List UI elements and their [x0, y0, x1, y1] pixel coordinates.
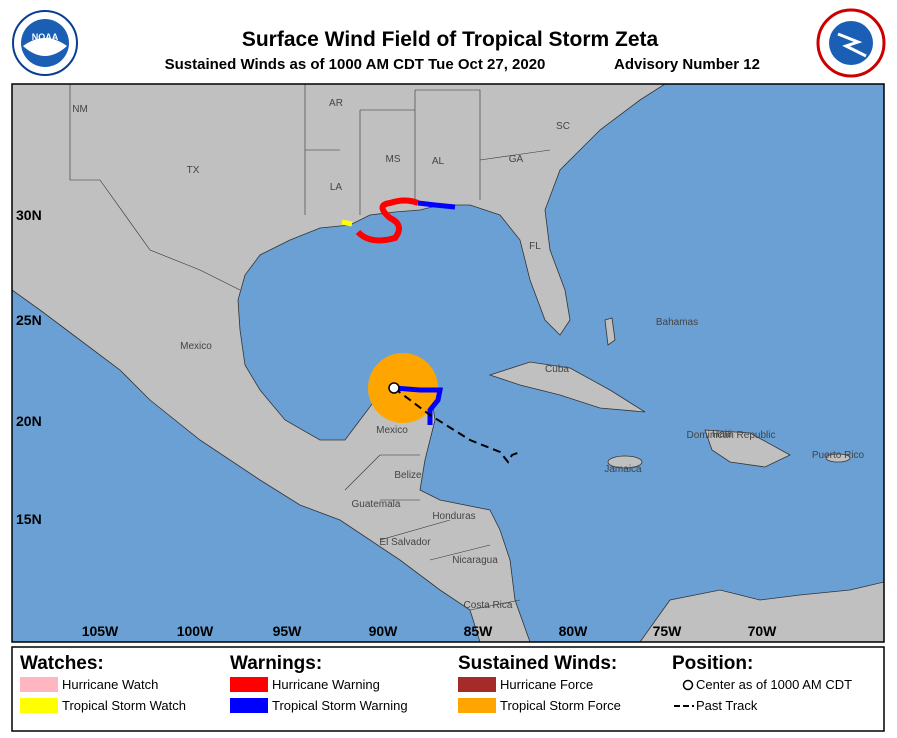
region-label: Haiti [712, 429, 732, 440]
region-label: TX [187, 165, 200, 176]
past-track [393, 387, 521, 464]
region-label: NM [72, 104, 88, 115]
region-label: MS [386, 154, 401, 165]
region-label: LA [330, 182, 343, 193]
legend-swatch [20, 677, 58, 692]
noaa-logo: NOAA [12, 10, 78, 76]
lon-label: 100W [177, 623, 214, 639]
region-label: Guatemala [352, 499, 401, 510]
region-label: Jamaica [604, 464, 642, 475]
legend-swatch [230, 698, 268, 713]
lon-label: 75W [653, 623, 683, 639]
legend-item: Tropical Storm Warning [272, 698, 408, 713]
legend-item: Past Track [696, 698, 758, 713]
region-label: SC [556, 121, 570, 132]
region-label: Dominican Republic [687, 430, 776, 441]
legend-swatch [458, 677, 496, 692]
legend-swatch [230, 677, 268, 692]
legend-swatch [20, 698, 58, 713]
lon-label: 95W [273, 623, 303, 639]
region-label: El Salvador [379, 537, 431, 548]
lat-label: 30N [16, 207, 42, 223]
subtitle: Sustained Winds as of 1000 AM CDT Tue Oc… [165, 56, 546, 73]
ts-warning-coast [417, 200, 456, 210]
ts-warning-yucatan [393, 385, 444, 425]
lon-label: 90W [369, 623, 399, 639]
lat-label: 25N [16, 312, 42, 328]
region-label: Cuba [545, 364, 569, 375]
legend-heading: Sustained Winds: [458, 653, 617, 674]
title: Surface Wind Field of Tropical Storm Zet… [242, 28, 659, 51]
south-america [639, 581, 884, 642]
region-label: FL [529, 241, 541, 252]
legend-frame [11, 646, 885, 732]
legend-item: Hurricane Force [500, 677, 593, 692]
advisory: Advisory Number 12 [614, 56, 760, 73]
puerto-rico [825, 453, 851, 463]
legend-center [682, 679, 694, 691]
hurricane-warning-coast [355, 197, 420, 244]
map: NM AR SC MS AL GA TX LA FL Bahamas Mexico Cuba Mexic… [12, 84, 884, 642]
legend-heading: Position: [672, 653, 753, 674]
north-america [12, 84, 666, 642]
region-label: Belize [394, 470, 422, 481]
region-label: Nicaragua [452, 555, 498, 566]
lon-label: 70W [748, 623, 778, 639]
ts-watch-coast [341, 219, 353, 227]
lon-label: 85W [464, 623, 494, 639]
legend-heading: Warnings: [230, 653, 322, 674]
region-label: AL [432, 156, 445, 167]
legend-heading: Watches: [20, 653, 104, 674]
jamaica [607, 455, 643, 469]
region-label: GA [509, 154, 524, 165]
lon-label: 105W [82, 623, 119, 639]
legend-swatch [458, 698, 496, 713]
nws-logo [816, 8, 886, 78]
region-label: Bahamas [656, 317, 698, 328]
region-label: Costa Rica [464, 600, 513, 611]
region-label: Honduras [432, 511, 475, 522]
lat-label: 20N [16, 413, 42, 429]
lat-label: 15N [16, 511, 42, 527]
bahamas [604, 317, 616, 346]
cuba [488, 361, 646, 413]
hispaniola [704, 429, 791, 468]
region-label: AR [329, 98, 343, 109]
region-label: Mexico [376, 425, 408, 436]
legend-item: Tropical Storm Force [500, 698, 621, 713]
legend-item: Center as of 1000 AM CDT [696, 677, 852, 692]
region-label: Puerto Rico [812, 450, 865, 461]
storm-center [388, 382, 400, 394]
legend-item: Hurricane Warning [272, 677, 380, 692]
region-label: Mexico [180, 341, 212, 352]
lon-label: 80W [559, 623, 589, 639]
borders [69, 84, 640, 611]
map-frame [11, 83, 885, 643]
legend-item: Hurricane Watch [62, 677, 158, 692]
legend-item: Tropical Storm Watch [62, 698, 186, 713]
svg-text:NOAA: NOAA [32, 32, 59, 42]
